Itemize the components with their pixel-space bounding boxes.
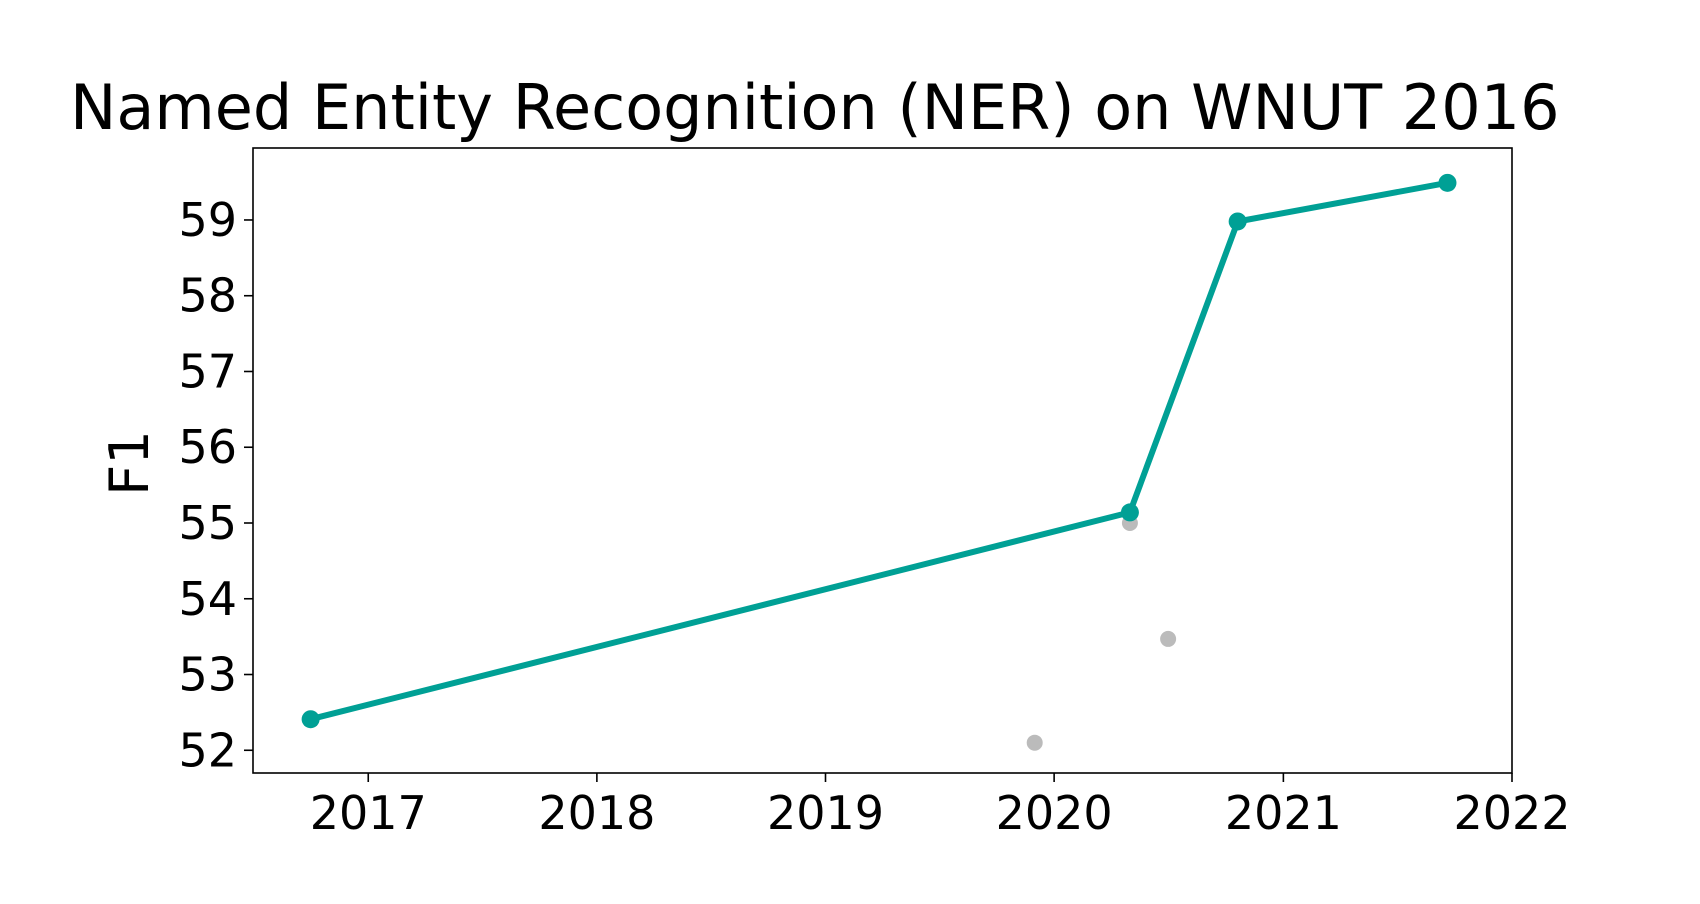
y-tick-label: 57 bbox=[178, 344, 237, 398]
x-tick-label: 2017 bbox=[310, 786, 427, 840]
y-tick-label: 52 bbox=[178, 723, 237, 777]
y-tick-label: 55 bbox=[178, 496, 237, 550]
sota-data-point bbox=[1228, 212, 1247, 231]
x-tick-label: 2020 bbox=[996, 786, 1113, 840]
x-tick-label: 2021 bbox=[1225, 786, 1342, 840]
sota-data-point bbox=[1438, 173, 1457, 192]
y-tick-label: 56 bbox=[178, 420, 237, 474]
other-result-point bbox=[1026, 734, 1043, 751]
x-tick-label: 2022 bbox=[1453, 786, 1570, 840]
sota-series-line bbox=[307, 179, 1451, 723]
sota-data-point bbox=[1120, 503, 1139, 522]
y-tick-label: 53 bbox=[178, 648, 237, 702]
chart-title: Named Entity Recognition (NER) on WNUT 2… bbox=[70, 71, 1560, 144]
sota-data-point bbox=[301, 710, 320, 729]
y-tick-label: 59 bbox=[178, 193, 237, 247]
x-tick-label: 2019 bbox=[767, 786, 884, 840]
plot-area: 52 53 54 55 56 57 58 59 2017 2018 2019 2020 2021 2022 bbox=[178, 147, 1571, 840]
y-tick-label: 58 bbox=[178, 269, 237, 323]
y-tick-label: 54 bbox=[178, 572, 237, 626]
plot-frame bbox=[252, 147, 1513, 774]
x-tick-label: 2018 bbox=[538, 786, 655, 840]
y-axis-label: F1 bbox=[98, 430, 161, 495]
other-result-point bbox=[1160, 630, 1177, 647]
